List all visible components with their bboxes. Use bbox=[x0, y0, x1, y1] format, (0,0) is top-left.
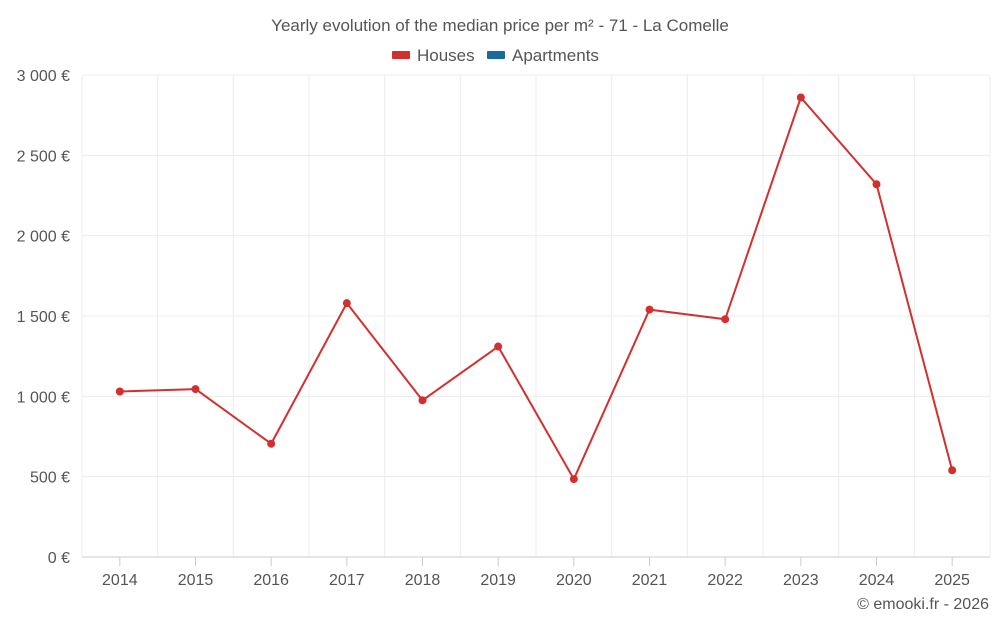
y-axis-ticks: 0 € 500 € 1 000 € 1 500 € 2 000 € 2 500 € 3 00… bbox=[17, 68, 70, 567]
y-tick-label: 3 000 € bbox=[17, 68, 70, 85]
x-tick-label: 2025 bbox=[934, 572, 970, 589]
data-point-houses[interactable] bbox=[191, 385, 200, 394]
legend-label-apartments: Apartments bbox=[512, 46, 599, 65]
x-axis-ticks: 2014 2015 2016 2017 2018 2019 2020 2021 2022 2023… bbox=[102, 557, 970, 589]
chart-title: Yearly evolution of the median price per… bbox=[271, 16, 729, 35]
data-point-houses[interactable] bbox=[115, 387, 124, 396]
data-point-houses[interactable] bbox=[342, 299, 351, 308]
legend-swatch-houses bbox=[392, 51, 410, 59]
data-point-houses[interactable] bbox=[948, 466, 957, 475]
data-point-houses[interactable] bbox=[721, 315, 730, 324]
credit-text: © emooki.fr - 2026 bbox=[857, 596, 989, 613]
series-group bbox=[115, 93, 957, 484]
y-tick-label: 500 € bbox=[30, 470, 70, 487]
legend-item-houses[interactable]: Houses bbox=[392, 46, 475, 65]
y-tick-label: 1 500 € bbox=[17, 309, 70, 326]
legend-label-houses: Houses bbox=[417, 46, 475, 65]
data-point-houses[interactable] bbox=[494, 342, 503, 351]
x-tick-label: 2020 bbox=[556, 572, 592, 589]
y-tick-label: 2 500 € bbox=[17, 148, 70, 165]
data-point-houses[interactable] bbox=[418, 396, 427, 405]
data-point-houses[interactable] bbox=[267, 439, 276, 448]
data-point-houses[interactable] bbox=[645, 305, 654, 314]
data-point-houses[interactable] bbox=[872, 180, 881, 189]
x-tick-label: 2018 bbox=[405, 572, 441, 589]
y-gridlines bbox=[82, 74, 990, 478]
x-tick-label: 2017 bbox=[329, 572, 365, 589]
data-point-houses[interactable] bbox=[796, 93, 805, 102]
x-tick-label: 2015 bbox=[178, 572, 214, 589]
legend-item-apartments[interactable]: Apartments bbox=[487, 46, 599, 65]
x-tick-label: 2021 bbox=[632, 572, 668, 589]
y-tick-label: 0 € bbox=[48, 550, 70, 567]
y-tick-label: 2 000 € bbox=[17, 229, 70, 246]
legend-swatch-apartments bbox=[487, 51, 505, 59]
data-point-houses[interactable] bbox=[569, 475, 578, 484]
series-line-houses bbox=[119, 96, 954, 481]
x-tick-label: 2019 bbox=[480, 572, 516, 589]
x-tick-label: 2016 bbox=[253, 572, 289, 589]
y-tick-label: 1 000 € bbox=[17, 389, 70, 406]
x-tick-label: 2023 bbox=[783, 572, 819, 589]
x-tick-label: 2014 bbox=[102, 572, 138, 589]
legend: Houses Apartments bbox=[392, 46, 599, 65]
x-tick-label: 2022 bbox=[707, 572, 743, 589]
x-tick-label: 2024 bbox=[859, 572, 895, 589]
